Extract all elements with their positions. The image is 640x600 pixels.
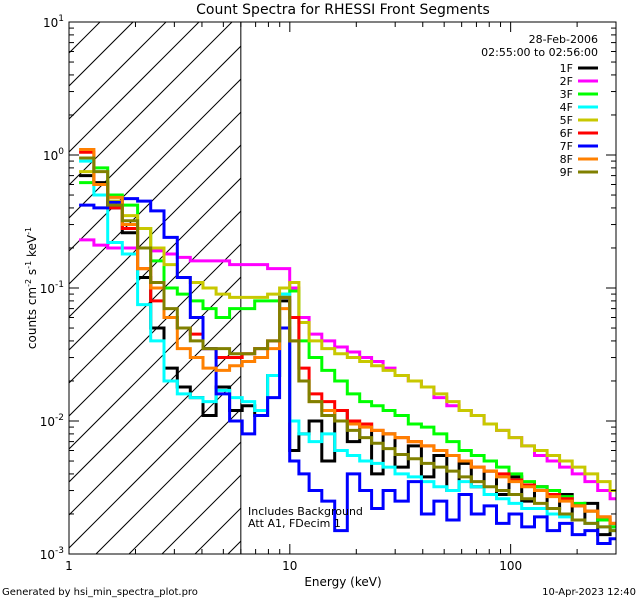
x-tick-label: 10	[282, 559, 297, 573]
legend-label-2f: 2F	[560, 75, 573, 88]
hatch-line	[0, 0, 102, 554]
legend-label-9f: 9F	[560, 166, 573, 179]
x-tick-label: 1	[65, 559, 73, 573]
y-tick-label: 100	[43, 147, 64, 163]
hatch-line	[0, 0, 135, 554]
legend-label-6f: 6F	[560, 127, 573, 140]
x-tick-label: 100	[499, 559, 522, 573]
series-4f	[79, 159, 616, 533]
hatch-line	[69, 22, 134, 87]
y-tick-label: 101	[43, 14, 64, 30]
y-axis-label: counts cm-2 s-1 keV-1	[24, 227, 39, 349]
annotation-background: Includes Background	[248, 505, 363, 518]
series-7f	[79, 197, 616, 545]
x-axis-label: Energy (keV)	[304, 575, 381, 589]
series-9f	[79, 156, 616, 533]
legend-label-5f: 5F	[560, 114, 573, 127]
timestamp-footer: 10-Apr-2023 12:40	[542, 587, 636, 598]
time-range-label: 02:55:00 to 02:56:00	[481, 46, 598, 59]
legend-label-8f: 8F	[560, 153, 573, 166]
series-lines	[79, 148, 616, 545]
legend-label-1f: 1F	[560, 62, 573, 75]
legend-label-3f: 3F	[560, 88, 573, 101]
hatch-line	[69, 22, 266, 219]
axis-ticks	[68, 21, 617, 555]
hatch-line	[69, 22, 200, 153]
date-label: 28-Feb-2006	[529, 33, 598, 46]
hatch-mask	[240, 22, 616, 554]
axis-tick-labels: 1 10 100 10-3 10-2 10-1 100 101	[40, 14, 522, 573]
background-hatch-region	[0, 0, 616, 554]
legend-label-4f: 4F	[560, 101, 573, 114]
y-tick-label: 10-1	[40, 280, 64, 296]
y-tick-label: 10-2	[40, 413, 64, 429]
chart-title: Count Spectra for RHESSI Front Segments	[196, 2, 490, 18]
series-1f	[79, 174, 616, 537]
legend-label-7f: 7F	[560, 140, 573, 153]
annotation-attenuator: Att A1, FDecim 1	[248, 517, 341, 530]
generated-by-footer: Generated by hsi_min_spectra_plot.pro	[2, 587, 198, 598]
series-3f	[79, 166, 616, 529]
hatch-line	[69, 22, 233, 186]
y-tick-label: 10-3	[40, 546, 64, 562]
series-8f	[79, 148, 616, 525]
hatch-line	[69, 22, 167, 120]
